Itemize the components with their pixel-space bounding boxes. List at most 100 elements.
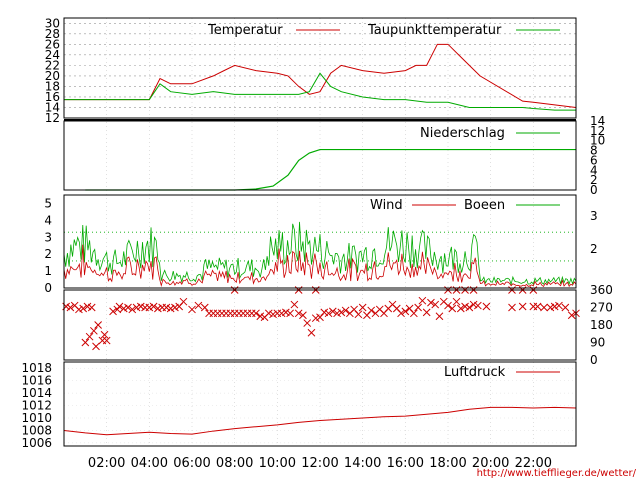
direction-mark	[66, 303, 75, 312]
precip-y-tick: 12	[590, 124, 605, 138]
direction-mark	[567, 311, 576, 320]
direction-y-tick: 90	[590, 336, 605, 350]
direction-point	[109, 307, 117, 316]
direction-point	[200, 303, 209, 312]
precip-y-tick: 14	[590, 114, 605, 128]
direction-point	[85, 332, 94, 341]
direction-mark	[94, 321, 102, 329]
direction-point	[555, 301, 563, 310]
direction-point	[410, 309, 418, 318]
x-tick-label: 10:00	[259, 456, 296, 471]
x-tick-label: 12:00	[301, 456, 338, 471]
temperature-line	[64, 43, 577, 108]
direction-point	[94, 321, 102, 329]
direction-mark	[388, 300, 397, 309]
dewpoint-line	[64, 72, 576, 111]
panel-frame	[63, 361, 577, 447]
direction-mark	[162, 303, 171, 312]
direction-point	[518, 302, 527, 311]
precip-y-tick: 2	[590, 173, 598, 187]
x-tick-label: 08:00	[216, 456, 253, 471]
direction-mark	[109, 307, 117, 316]
direction-mark	[474, 301, 482, 310]
direction-mark	[452, 297, 461, 306]
direction-mark	[397, 309, 405, 318]
direction-mark	[92, 342, 100, 351]
direction-point	[303, 319, 312, 327]
panel-frame	[63, 194, 577, 289]
direction-point	[92, 342, 100, 351]
direction-point	[90, 326, 98, 335]
direction-point	[435, 312, 444, 321]
direction-mark	[533, 302, 542, 311]
direction-y-tick: 360	[590, 283, 613, 297]
direction-point	[422, 308, 431, 317]
direction-point	[427, 298, 435, 307]
direction-point	[354, 310, 363, 319]
direction-mark	[264, 309, 273, 318]
direction-mark	[200, 303, 209, 312]
direction-point	[397, 309, 405, 318]
direction-point	[328, 307, 337, 316]
direction-mark	[375, 305, 384, 314]
direction-mark	[431, 300, 440, 309]
direction-mark	[100, 330, 109, 339]
direction-point	[194, 301, 203, 310]
x-tick-label: 16:00	[387, 456, 424, 471]
direction-mark	[83, 302, 92, 311]
direction-mark	[427, 298, 435, 307]
direction-mark	[188, 305, 196, 314]
direction-point	[358, 303, 367, 312]
direction-mark	[337, 308, 346, 317]
direction-mark	[350, 305, 358, 314]
pressure-y-tick: 1010	[21, 411, 52, 425]
pressure-y-tick: 1014	[21, 386, 52, 400]
direction-mark	[555, 301, 563, 310]
direction-point	[102, 336, 111, 345]
direction-mark	[518, 302, 527, 311]
direction-point	[401, 307, 410, 316]
direction-point	[444, 301, 452, 310]
x-tick-label: 04:00	[131, 456, 168, 471]
legend-taupunkt: Taupunkttemperatur	[367, 23, 502, 38]
direction-mark	[194, 301, 203, 310]
pressure-y-tick: 1018	[21, 361, 52, 375]
direction-mark	[324, 309, 333, 318]
direction-point	[456, 304, 465, 313]
direction-point	[128, 305, 137, 314]
direction-mark	[290, 300, 299, 309]
direction-point	[431, 300, 440, 309]
direction-point	[561, 303, 570, 312]
source-url: http://www.tiefflieger.de/wetter/	[477, 468, 637, 479]
direction-point	[540, 303, 548, 312]
direction-mark	[405, 304, 414, 313]
direction-point	[414, 303, 422, 312]
legend-wind: Wind	[370, 198, 403, 213]
direction-point	[87, 303, 96, 312]
direction-point	[508, 303, 516, 312]
direction-point	[66, 303, 75, 312]
direction-mark	[303, 319, 312, 327]
direction-mark	[81, 338, 90, 347]
direction-point	[252, 309, 260, 318]
direction-point	[124, 303, 132, 312]
direction-mark	[418, 296, 427, 305]
direction-mark	[179, 297, 188, 306]
temp-y-tick: 22	[45, 58, 60, 72]
direction-mark	[367, 306, 376, 315]
direction-mark	[469, 300, 478, 309]
precip-y-tick: 10	[590, 134, 605, 148]
precip-y-tick: 6	[590, 153, 598, 167]
x-tick-label: 02:00	[88, 456, 125, 471]
direction-mark	[252, 309, 260, 318]
temp-y-tick: 28	[45, 27, 60, 41]
wind-line	[63, 244, 577, 288]
pressure-line	[63, 406, 577, 436]
direction-mark	[341, 306, 350, 315]
precip-y-tick: 8	[590, 144, 598, 158]
wind-y-tick: 1	[44, 264, 52, 278]
direction-point	[286, 309, 294, 318]
pressure-y-tick: 1008	[21, 423, 52, 437]
temp-y-tick: 20	[45, 69, 60, 83]
